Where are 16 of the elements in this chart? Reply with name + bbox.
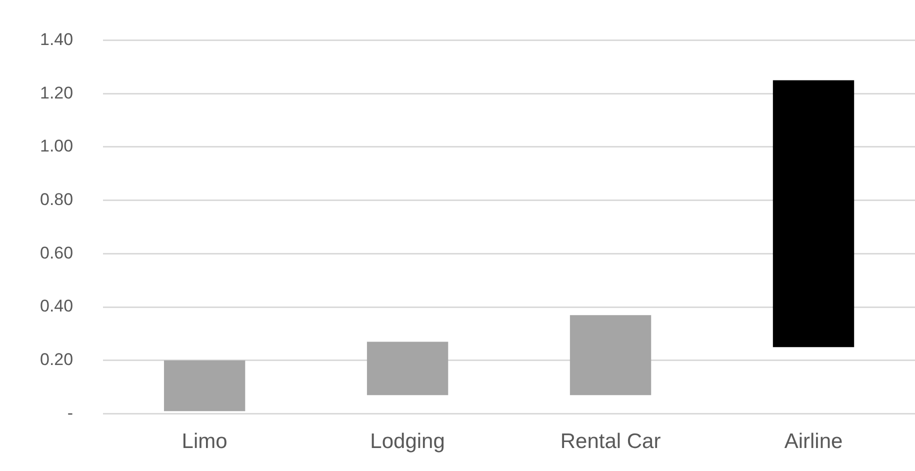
y-tick-label: 1.00 <box>40 136 74 156</box>
y-tick-label: 1.40 <box>40 30 74 49</box>
x-tick-label: Lodging <box>370 430 445 454</box>
bar <box>366 342 448 396</box>
y-tick-label: 0.40 <box>40 296 74 316</box>
x-tick-label: Limo <box>182 430 228 454</box>
bar <box>570 315 652 396</box>
y-tick-label: 0.20 <box>40 350 74 370</box>
x-tick-label: Rental Car <box>560 430 661 454</box>
bar <box>164 360 246 412</box>
bar <box>772 80 854 348</box>
y-tick-label: - <box>67 403 74 422</box>
x-tick-label: Airline <box>784 430 843 454</box>
y-tick-label: 0.60 <box>40 243 74 262</box>
y-tick-label: 0.80 <box>40 190 74 209</box>
y-tick-label: 1.20 <box>40 83 74 102</box>
